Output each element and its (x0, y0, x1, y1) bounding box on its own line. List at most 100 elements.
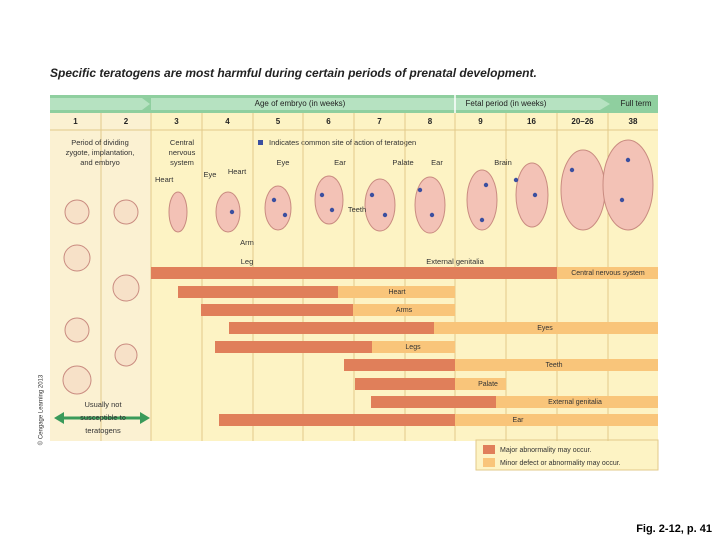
minor-period-bar (557, 267, 658, 279)
embryo-illustration (168, 191, 188, 233)
site-dot (569, 167, 575, 173)
caption: Fig. 2-12, p. 41 (636, 523, 712, 535)
site-dot (369, 192, 375, 198)
site-label: Ear (334, 158, 346, 167)
minor-period-bar (496, 396, 658, 408)
bar-label: Heart (388, 289, 405, 296)
minor-period-bar (338, 286, 455, 298)
header-label: Age of embryo (in weeks) (255, 99, 346, 108)
major-period-bar (215, 341, 372, 353)
embryo-illustration (364, 178, 396, 232)
site-label: Teeth (348, 205, 366, 214)
major-period-bar (229, 322, 434, 334)
zygote-illustration (64, 317, 90, 343)
major-period-bar (219, 414, 455, 426)
bar-label: Eyes (537, 325, 553, 332)
site-dot (483, 182, 489, 188)
week-label: 4 (225, 117, 230, 126)
minor-period-bar (372, 341, 455, 353)
zygote-illustration (63, 244, 91, 272)
site-dot (513, 177, 519, 183)
embryo-illustration (602, 139, 654, 231)
site-dot (229, 209, 235, 215)
header-label: Full term (620, 99, 651, 108)
bar-label: Palate (478, 381, 498, 388)
site-label: Heart (155, 175, 174, 184)
bar-label: Ear (513, 417, 525, 424)
arrow-head (54, 412, 64, 424)
week-label: 5 (276, 117, 281, 126)
bar-label: External genitalia (548, 399, 602, 406)
embryo-illustration (466, 169, 498, 231)
site-dot (319, 192, 325, 198)
susceptibility-note: Usually not (84, 400, 122, 409)
major-period-bar (344, 359, 455, 371)
column-note: system (170, 158, 194, 167)
figure-title: Specific teratogens are most harmful dur… (50, 66, 537, 80)
header-arrow (151, 98, 610, 110)
minor-period-bar (434, 322, 658, 334)
week-label: 9 (478, 117, 483, 126)
column-note: nervous (169, 148, 196, 157)
site-dot (625, 157, 631, 163)
site-label: Eye (204, 170, 217, 179)
week-label: 38 (629, 117, 638, 126)
embryo-illustration (215, 191, 241, 233)
site-dot-key (258, 140, 263, 145)
site-dot (329, 207, 335, 213)
bar-label: Legs (405, 344, 421, 351)
zygote-illustration (114, 343, 138, 367)
minor-period-bar (455, 359, 658, 371)
zygote-illustration (113, 199, 139, 225)
site-dot (417, 187, 423, 193)
major-period-bar (201, 304, 353, 316)
site-label: Palate (392, 158, 413, 167)
legend-label: Minor defect or abnormality may occur. (500, 460, 621, 467)
site-label: Heart (228, 167, 247, 176)
header-label: Fetal period (in weeks) (466, 99, 547, 108)
susceptibility-note: teratogens (85, 426, 121, 435)
embryo-illustration (515, 162, 549, 228)
site-dot (532, 192, 538, 198)
legend-swatch-minor (483, 458, 495, 467)
embryo-illustration (560, 149, 606, 231)
susceptibility-note: susceptible to (80, 413, 126, 422)
bar-label: Teeth (545, 362, 562, 369)
site-dot (271, 197, 277, 203)
week-label: 7 (377, 117, 382, 126)
site-label: Eye (277, 158, 290, 167)
column-note: zygote, implantation, (66, 148, 135, 157)
legend-label: Major abnormality may occur. (500, 447, 591, 454)
site-dot (382, 212, 388, 218)
column-note: Central (170, 138, 195, 147)
site-label: External genitalia (426, 257, 484, 266)
zygote-illustration (112, 274, 140, 302)
column-note: Period of dividing (71, 138, 129, 147)
embryo-illustration (314, 175, 344, 225)
week-label: 6 (326, 117, 331, 126)
week-label: 8 (428, 117, 433, 126)
site-dot (282, 212, 288, 218)
bar-label: Central nervous system (571, 270, 645, 277)
major-period-bar (151, 267, 557, 279)
week-label: 1 (73, 117, 78, 126)
site-dot (429, 212, 435, 218)
site-label: Leg (241, 257, 254, 266)
week-label: 3 (174, 117, 179, 126)
week-label: 2 (124, 117, 129, 126)
minor-period-bar (455, 414, 658, 426)
legend-box (475, 439, 659, 471)
site-label: Brain (494, 158, 512, 167)
legend-swatch-major (483, 445, 495, 454)
minor-period-bar (455, 378, 506, 390)
zygote-illustration (62, 365, 92, 395)
minor-period-bar (353, 304, 455, 316)
week-label: 20–26 (571, 117, 594, 126)
zygote-illustration (64, 199, 90, 225)
week-label: 16 (527, 117, 536, 126)
site-dot (479, 217, 485, 223)
embryo-illustration (414, 176, 446, 234)
site-label: Arm (240, 238, 254, 247)
major-period-bar (371, 396, 496, 408)
